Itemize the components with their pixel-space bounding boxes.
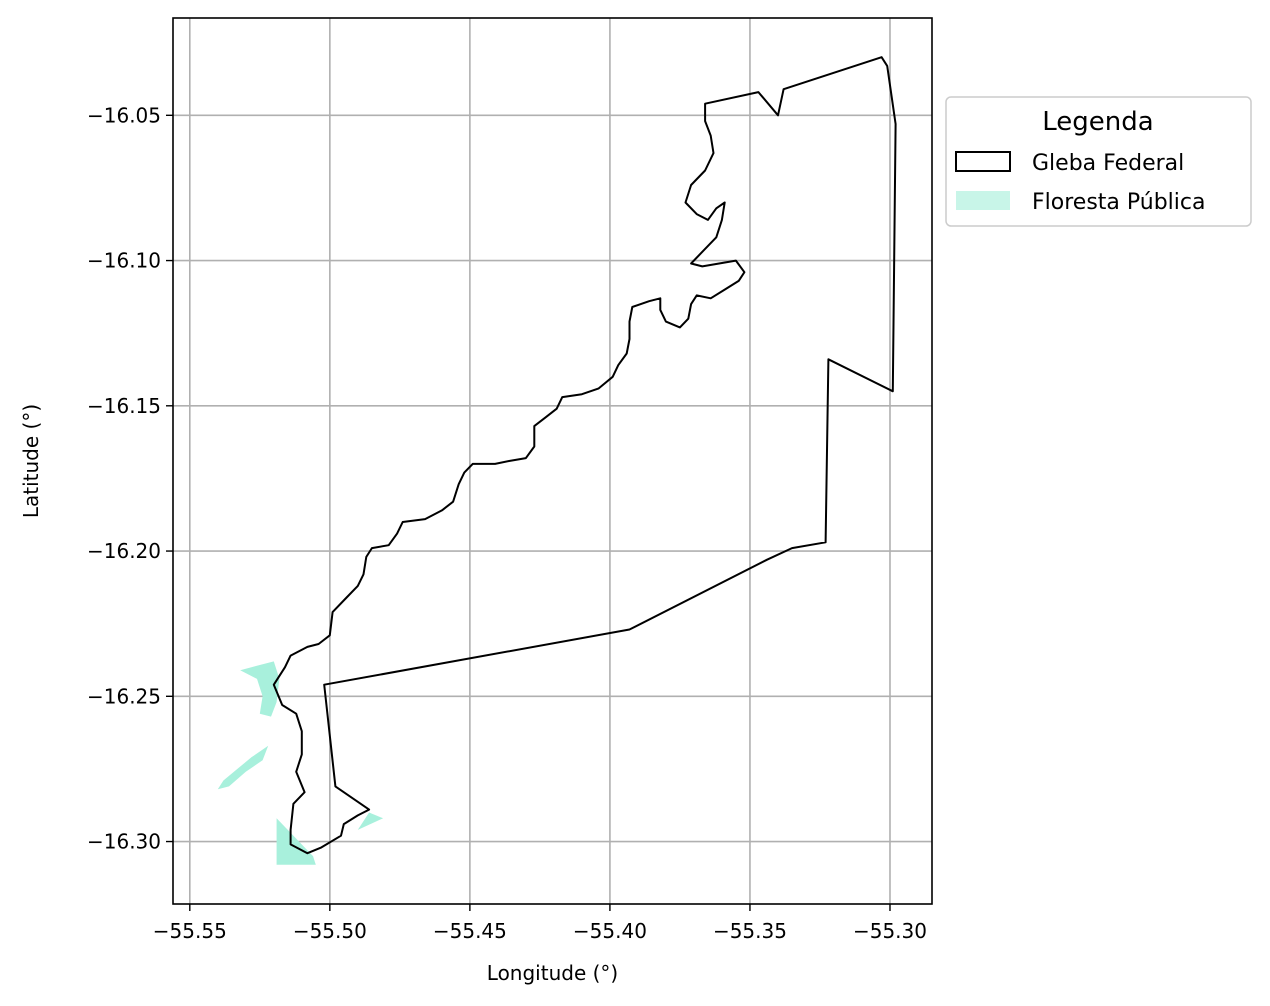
- floresta-publica-polygon: [357, 812, 384, 830]
- x-tick-label: −55.30: [853, 919, 927, 943]
- y-tick-label: −16.10: [87, 249, 161, 273]
- legend-label-floresta-publica: Floresta Pública: [1032, 190, 1205, 215]
- y-axis-label: Latitude (°): [19, 404, 43, 518]
- legend-label-gleba-federal: Gleba Federal: [1032, 151, 1184, 176]
- y-axis: −16.05 −16.10 −16.15 −16.20 −16.25 −16.30: [87, 103, 173, 854]
- x-tick-label: −55.45: [433, 919, 507, 943]
- grid: [173, 18, 932, 904]
- floresta-publica-polygon: [217, 745, 269, 790]
- y-tick-label: −16.15: [87, 394, 161, 418]
- y-tick-label: −16.30: [87, 830, 161, 854]
- legend-swatch-gleba-federal: [955, 151, 1011, 172]
- y-tick-label: −16.05: [87, 103, 161, 127]
- plot-frame: [172, 17, 933, 905]
- x-tick-label: −55.35: [713, 919, 787, 943]
- x-tick-label: −55.55: [153, 919, 227, 943]
- legend-title: Legenda: [1042, 107, 1153, 137]
- y-tick-label: −16.20: [87, 539, 161, 563]
- legend: Legenda Gleba Federal Floresta Pública: [945, 96, 1252, 227]
- legend-box: [945, 96, 1252, 227]
- gleba-federal-polygon: [272, 56, 897, 855]
- legend-swatch-floresta-publica: [956, 191, 1010, 210]
- gleba-federal-layer: [272, 56, 897, 855]
- x-tick-label: −55.50: [293, 919, 367, 943]
- floresta-publica-layer: [217, 661, 384, 865]
- x-axis-label: Longitude (°): [487, 961, 618, 985]
- x-axis: −55.55 −55.50 −55.45 −55.40 −55.35 −55.30: [153, 904, 927, 943]
- y-tick-label: −16.25: [87, 684, 161, 708]
- x-tick-label: −55.40: [573, 919, 647, 943]
- floresta-publica-polygon: [240, 661, 280, 717]
